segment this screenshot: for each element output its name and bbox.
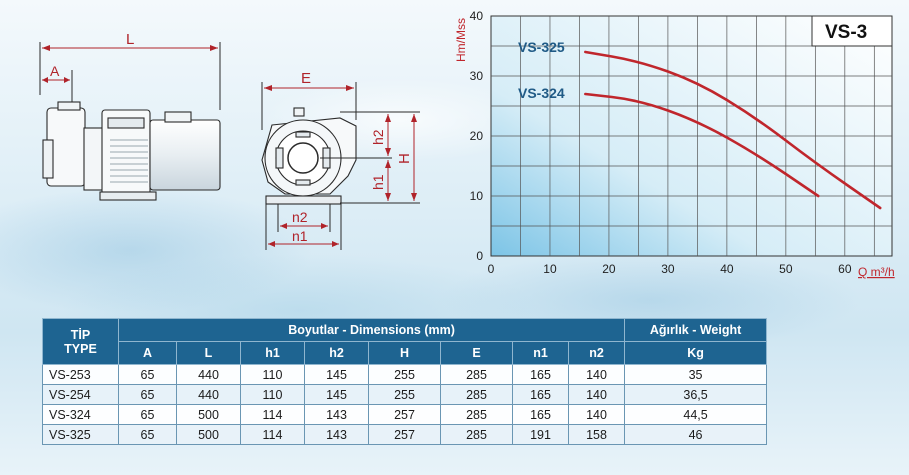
model-cell: VS-254 <box>42 384 119 405</box>
series-label-vs-325: VS-325 <box>518 39 565 55</box>
pump-front-view <box>261 107 357 205</box>
table-row: VS-253 65 440 110 145 255 285 165 140 35 <box>42 364 768 385</box>
column-header: A <box>118 341 177 365</box>
value-cell: 165 <box>512 364 569 385</box>
dim-label-A: A <box>50 63 60 79</box>
value-cell: 257 <box>368 424 441 445</box>
chart-y-axis-label: Hm/Mss <box>454 18 468 62</box>
value-cell: 114 <box>240 424 305 445</box>
column-header: h2 <box>304 341 369 365</box>
header-tip: TİP <box>70 327 91 342</box>
value-cell: 65 <box>118 384 177 405</box>
value-cell: 65 <box>118 424 177 445</box>
dimensions-table: TİP TYPE Boyutlar - Dimensions (mm) Ağır… <box>42 318 768 445</box>
weight-cell: 36,5 <box>624 384 768 405</box>
value-cell: 500 <box>176 404 241 425</box>
value-cell: 158 <box>567 424 626 445</box>
header-type-cell: TİP TYPE <box>42 318 119 365</box>
value-cell: 285 <box>440 424 513 445</box>
column-header: n1 <box>512 341 569 365</box>
value-cell: 140 <box>567 384 626 405</box>
x-tick-label: 40 <box>720 262 734 276</box>
dim-label-E: E <box>301 70 311 87</box>
column-header: H <box>368 341 441 365</box>
value-cell: 110 <box>240 384 305 405</box>
value-cell: 255 <box>368 364 441 385</box>
chart-x-axis-label: Q m³/h <box>858 265 895 279</box>
value-cell: 110 <box>240 364 305 385</box>
x-tick-label: 10 <box>543 262 557 276</box>
dim-label-n1: n1 <box>292 228 308 244</box>
header-type: TYPE <box>64 341 97 356</box>
series-curve-vs-324 <box>584 92 820 198</box>
weight-cell: 44,5 <box>624 404 768 425</box>
y-tick-label: 20 <box>470 129 484 143</box>
x-tick-label: 30 <box>661 262 675 276</box>
column-header: L <box>176 341 241 365</box>
y-tick-label: 40 <box>470 9 484 23</box>
value-cell: 500 <box>176 424 241 445</box>
y-tick-label: 10 <box>470 189 484 203</box>
table-header-row-1: TİP TYPE Boyutlar - Dimensions (mm) Ağır… <box>42 318 768 365</box>
table-row: VS-324 65 500 114 143 257 285 165 140 44… <box>42 404 768 425</box>
value-cell: 140 <box>567 404 626 425</box>
value-cell: 143 <box>304 404 369 425</box>
value-cell: 143 <box>304 424 369 445</box>
pump-side-view <box>42 101 221 201</box>
value-cell: 440 <box>176 384 241 405</box>
value-cell: 285 <box>440 384 513 405</box>
weight-unit-header: Kg <box>624 341 768 365</box>
x-tick-label: 60 <box>838 262 852 276</box>
model-cell: VS-325 <box>42 424 119 445</box>
value-cell: 165 <box>512 404 569 425</box>
column-header: h1 <box>240 341 305 365</box>
column-header: E <box>440 341 513 365</box>
value-cell: 114 <box>240 404 305 425</box>
series-label-vs-324: VS-324 <box>518 85 565 101</box>
dim-label-H: H <box>396 153 413 164</box>
dim-label-h2: h2 <box>370 129 386 145</box>
pump-technical-drawing: L A E h2 h1 H n2 n1 <box>39 31 420 250</box>
value-cell: 285 <box>440 364 513 385</box>
header-dimensions: Boyutlar - Dimensions (mm) <box>117 318 626 342</box>
weight-cell: 35 <box>624 364 768 385</box>
value-cell: 65 <box>118 364 177 385</box>
chart-title-box <box>811 15 893 47</box>
value-cell: 191 <box>512 424 569 445</box>
y-tick-label: 30 <box>470 69 484 83</box>
value-cell: 255 <box>368 384 441 405</box>
series-curve-vs-325 <box>584 50 882 210</box>
x-tick-label: 20 <box>602 262 616 276</box>
value-cell: 145 <box>304 384 369 405</box>
y-tick-label: 0 <box>476 249 483 263</box>
model-cell: VS-253 <box>42 364 119 385</box>
table-row: VS-254 65 440 110 145 255 285 165 140 36… <box>42 384 768 405</box>
x-tick-label: 50 <box>779 262 793 276</box>
value-cell: 285 <box>440 404 513 425</box>
model-cell: VS-324 <box>42 404 119 425</box>
x-tick-label: 0 <box>488 262 495 276</box>
dim-label-h1: h1 <box>370 174 386 190</box>
value-cell: 145 <box>304 364 369 385</box>
dim-label-n2: n2 <box>292 209 308 225</box>
value-cell: 140 <box>567 364 626 385</box>
value-cell: 257 <box>368 404 441 425</box>
dim-label-L: L <box>126 31 134 48</box>
table-header-row-2: A L h1 h2 H E n1 n2 Kg <box>43 341 768 365</box>
value-cell: 65 <box>118 404 177 425</box>
table-row: VS-325 65 500 114 143 257 285 191 158 46 <box>42 424 768 445</box>
header-weight: Ağırlık - Weight <box>624 318 768 342</box>
value-cell: 165 <box>512 384 569 405</box>
weight-cell: 46 <box>624 424 768 445</box>
performance-curve-chart: 0 10 20 30 40 50 60 0 10 20 30 40 Hm/Mss Q m³/h VS-… <box>454 9 895 279</box>
value-cell: 440 <box>176 364 241 385</box>
column-header: n2 <box>567 341 626 365</box>
chart-title: VS-3 <box>825 22 867 43</box>
